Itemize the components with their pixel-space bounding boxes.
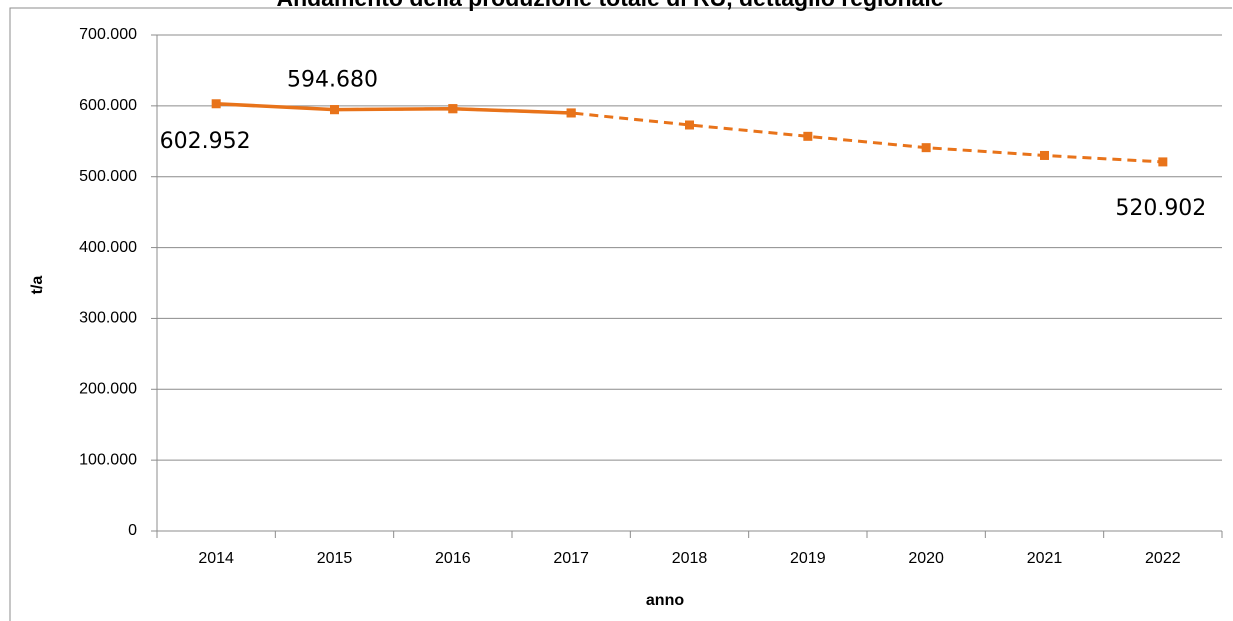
marker bbox=[803, 131, 813, 141]
y-tick-label: 500.000 bbox=[79, 168, 137, 185]
y-tick-label: 200.000 bbox=[79, 381, 137, 398]
x-axis-title: anno bbox=[646, 592, 684, 609]
marker bbox=[448, 104, 458, 114]
x-tick-label: 2016 bbox=[435, 550, 471, 567]
x-tick-label: 2019 bbox=[790, 550, 826, 567]
data-label: 602.952 bbox=[160, 129, 251, 154]
x-tick-label: 2020 bbox=[908, 550, 944, 567]
x-tick-label: 2021 bbox=[1027, 550, 1063, 567]
chart-title: Andamento della produzione totale di RU,… bbox=[276, 0, 943, 11]
x-tick-label: 2022 bbox=[1145, 550, 1181, 567]
chart-border bbox=[9, 7, 1232, 621]
marker bbox=[921, 143, 931, 153]
y-tick-label: 0 bbox=[128, 522, 137, 539]
y-tick-label: 100.000 bbox=[79, 451, 137, 468]
x-tick-label: 2018 bbox=[672, 550, 708, 567]
y-tick-label: 600.000 bbox=[79, 97, 137, 114]
y-axis-title: t/a bbox=[29, 276, 46, 295]
marker bbox=[1040, 150, 1049, 160]
y-tick-label: 300.000 bbox=[79, 310, 137, 327]
line bbox=[216, 102, 572, 115]
y-tick-label: 700.000 bbox=[79, 26, 137, 43]
marker bbox=[566, 108, 576, 118]
line bbox=[334, 107, 1163, 164]
data-label: 594.680 bbox=[287, 68, 378, 93]
y-tick-label: 400.000 bbox=[79, 239, 137, 256]
marker bbox=[1158, 157, 1168, 167]
marker bbox=[330, 105, 339, 115]
x-tick-label: 2015 bbox=[317, 550, 353, 567]
x-tick-label: 2014 bbox=[198, 550, 234, 567]
data-label: 520.902 bbox=[1115, 196, 1206, 221]
marker bbox=[685, 120, 694, 130]
marker bbox=[211, 99, 221, 109]
x-tick-label: 2017 bbox=[553, 550, 589, 567]
